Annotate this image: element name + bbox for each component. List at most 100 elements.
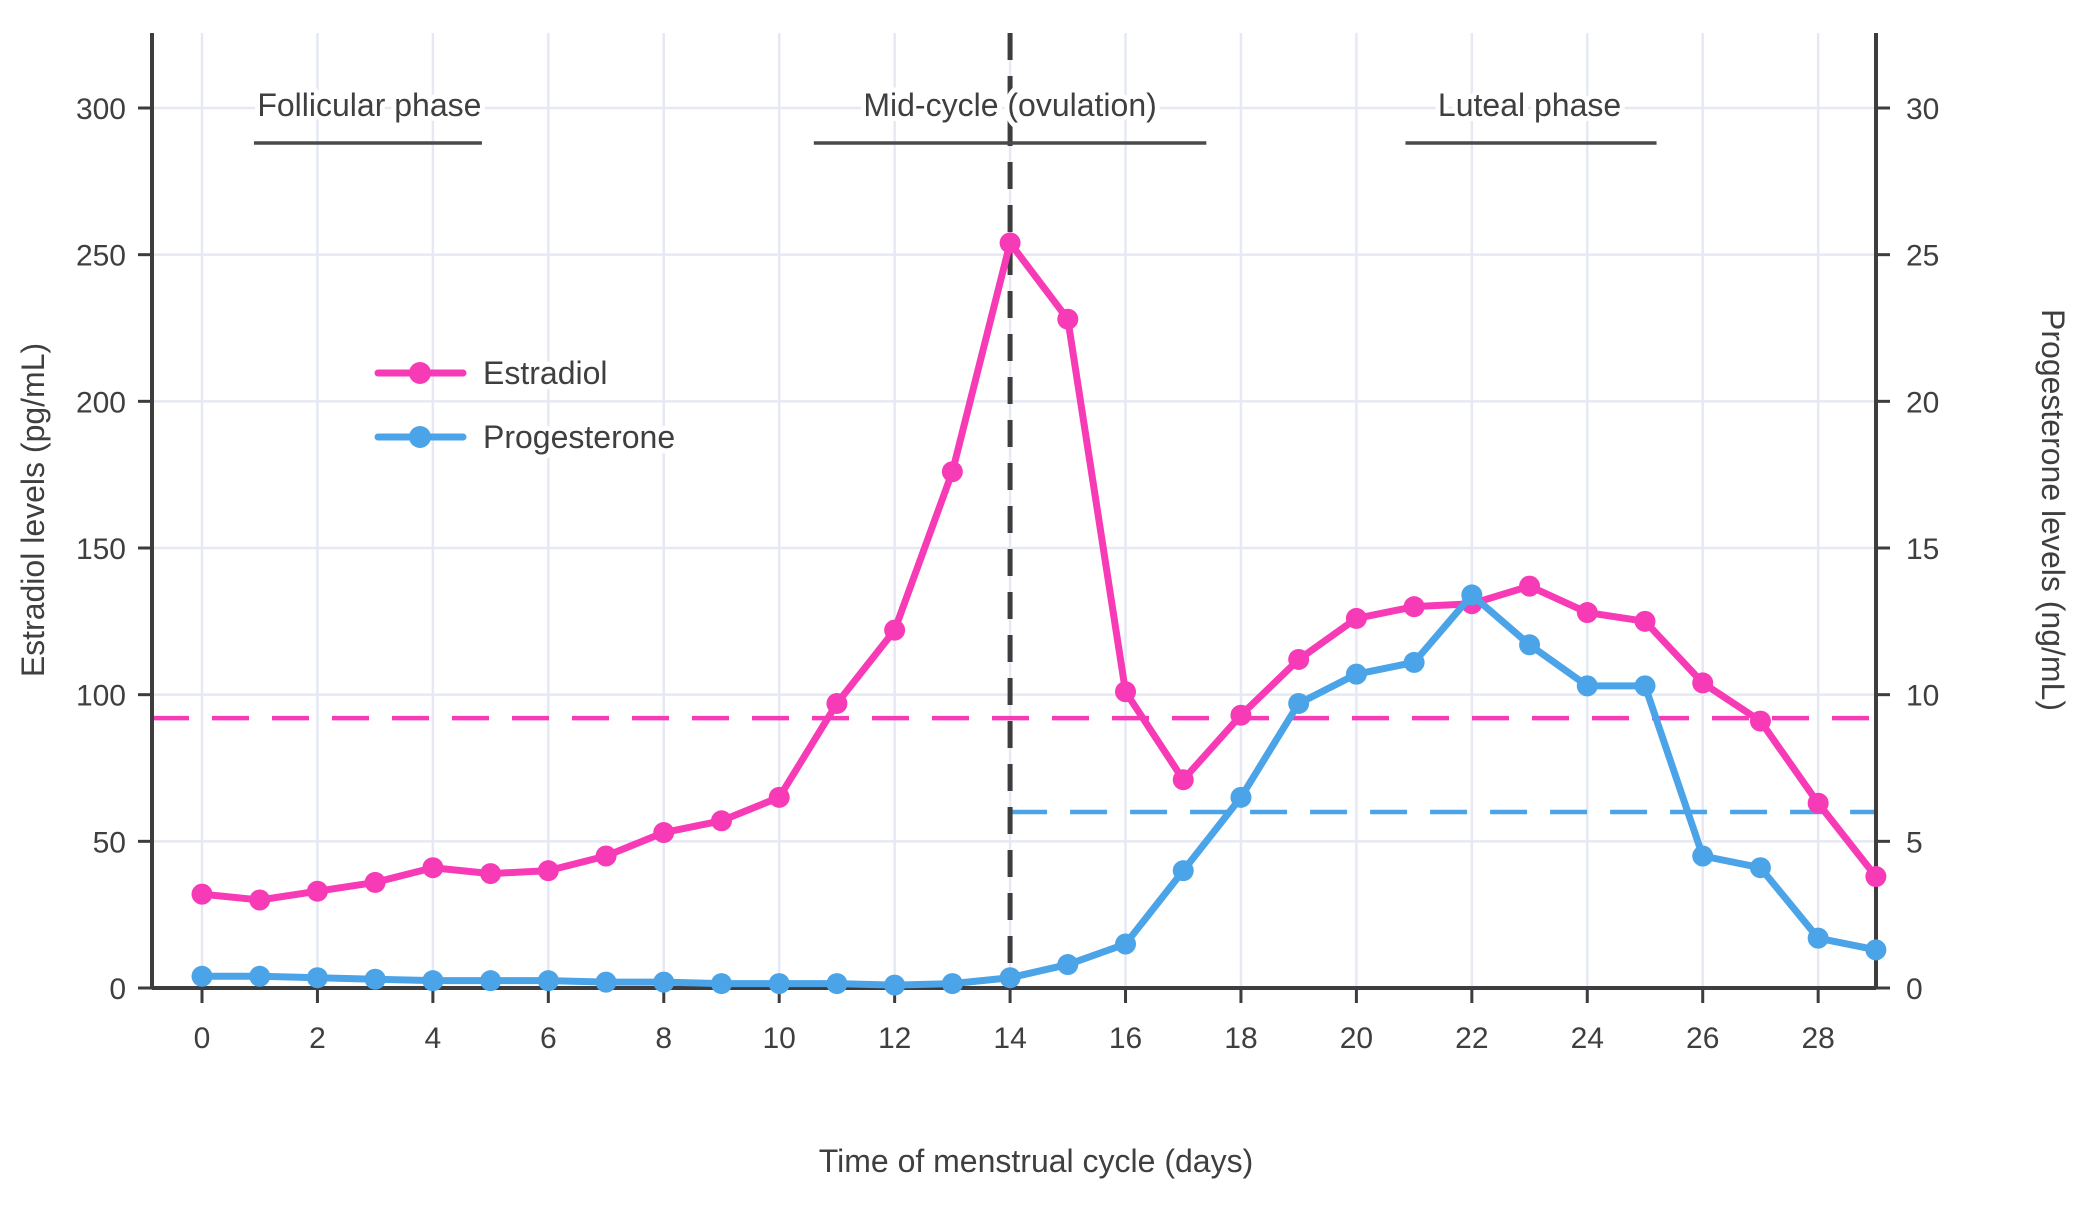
x-axis-title: Time of menstrual cycle (days) [819, 1143, 1253, 1179]
x-tick-label: 4 [425, 1022, 442, 1055]
x-tick-label: 22 [1455, 1022, 1488, 1055]
estradiol-point [249, 889, 271, 911]
legend-marker-dot [409, 362, 431, 384]
x-tick-label: 16 [1109, 1022, 1142, 1055]
x-tick-label: 6 [540, 1022, 557, 1055]
legend-label: Estradiol [483, 355, 608, 391]
x-tick-label: 26 [1686, 1022, 1719, 1055]
estradiol-point [941, 461, 963, 483]
progesterone-point [249, 965, 271, 987]
gridlines [152, 33, 1876, 988]
progesterone-point [1230, 786, 1252, 808]
progesterone-point [1288, 692, 1310, 714]
estradiol-point [364, 871, 386, 893]
estradiol-point [191, 883, 213, 905]
estradiol-point [710, 810, 732, 832]
left-tick-label: 150 [76, 533, 126, 566]
progesterone-point [1692, 845, 1714, 867]
estradiol-point [1057, 308, 1079, 330]
x-tick-label: 8 [655, 1022, 672, 1055]
right-tick-label: 25 [1906, 240, 1939, 273]
x-tick-label: 12 [878, 1022, 911, 1055]
progesterone-point [884, 974, 906, 996]
phase-annotation-0: Follicular phase [252, 82, 486, 145]
progesterone-point [826, 973, 848, 995]
x-tick-label: 10 [763, 1022, 796, 1055]
estradiol-point [1634, 610, 1656, 632]
estradiol-point [1115, 681, 1137, 703]
phase-label: Follicular phase [257, 87, 481, 123]
progesterone-line [198, 591, 1880, 989]
progesterone-point [1345, 663, 1367, 685]
left-axis-title: Estradiol levels (pg/mL) [15, 343, 51, 677]
left-tick-label: 0 [109, 973, 126, 1006]
estradiol-point [826, 692, 848, 714]
phase-annotation-1: Mid-cycle (ovulation) [813, 82, 1207, 145]
left-tick-label: 250 [76, 240, 126, 273]
left-tick-label: 300 [76, 93, 126, 126]
progesterone-point [1172, 860, 1194, 882]
phase-label: Luteal phase [1438, 87, 1621, 123]
estradiol-point [1519, 575, 1541, 597]
progesterone-point [710, 973, 732, 995]
progesterone-point [768, 973, 790, 995]
data-series [191, 232, 1887, 996]
progesterone-point [1115, 933, 1137, 955]
reference-lines [152, 33, 1876, 988]
progesterone-point [306, 967, 328, 989]
right-tick-label: 30 [1906, 93, 1939, 126]
right-tick-label: 10 [1906, 680, 1939, 713]
progesterone-point [941, 973, 963, 995]
estradiol-point [306, 880, 328, 902]
right-axis-title: Progesterone levels (ng/mL) [2035, 309, 2071, 711]
x-tick-label: 2 [309, 1022, 326, 1055]
progesterone-point [1403, 651, 1425, 673]
legend-label: Progesterone [483, 419, 675, 455]
progesterone-point [653, 971, 675, 993]
estradiol-series [191, 232, 1887, 911]
x-tick-label: 20 [1340, 1022, 1373, 1055]
progesterone-point [480, 970, 502, 992]
x-tick-label: 18 [1224, 1022, 1257, 1055]
legend-marker-dot [409, 426, 431, 448]
estradiol-point [1288, 648, 1310, 670]
progesterone-point [1634, 675, 1656, 697]
progesterone-series [191, 584, 1887, 996]
phase-annotation-2: Luteal phase [1405, 82, 1657, 145]
estradiol-point [1403, 596, 1425, 618]
estradiol-point [480, 863, 502, 885]
progesterone-point [364, 968, 386, 990]
right-tick-label: 0 [1906, 973, 1923, 1006]
legend-item-estradiol: Estradiol [374, 350, 613, 396]
estradiol-point [1345, 607, 1367, 629]
legend: Estradiol Progesterone [374, 350, 680, 460]
estradiol-point [1807, 792, 1829, 814]
phase-label: Mid-cycle (ovulation) [863, 87, 1156, 123]
progesterone-point [1461, 584, 1483, 606]
estradiol-point [768, 786, 790, 808]
progesterone-point [422, 970, 444, 992]
progesterone-point [537, 970, 559, 992]
progesterone-point [1749, 857, 1771, 879]
axes [138, 33, 1890, 1003]
x-tick-label: 24 [1571, 1022, 1604, 1055]
estradiol-line [198, 239, 1880, 904]
estradiol-point [884, 619, 906, 641]
estradiol-point [422, 857, 444, 879]
progesterone-point [1057, 954, 1079, 976]
estradiol-point [537, 860, 559, 882]
progesterone-point [1576, 675, 1598, 697]
estradiol-point [999, 232, 1021, 254]
phase-annotations: Follicular phase Mid-cycle (ovulation) Lut… [252, 82, 1657, 145]
progesterone-point [1807, 927, 1829, 949]
left-tick-label: 100 [76, 680, 126, 713]
progesterone-point [191, 965, 213, 987]
estradiol-point [595, 845, 617, 867]
estradiol-point [1172, 769, 1194, 791]
right-tick-label: 20 [1906, 386, 1939, 419]
progesterone-point [999, 967, 1021, 989]
x-tick-label: 14 [993, 1022, 1026, 1055]
